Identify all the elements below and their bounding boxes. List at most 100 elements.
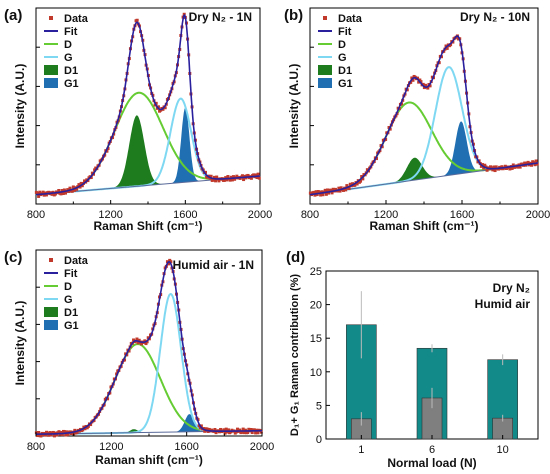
peak-d-line xyxy=(309,101,539,196)
y-axis-label: Intensity (A.U.) xyxy=(13,301,27,386)
data-point xyxy=(491,168,495,172)
data-point xyxy=(223,178,227,182)
data-point xyxy=(329,188,333,192)
data-point xyxy=(82,425,86,429)
data-point xyxy=(243,174,247,178)
data-point xyxy=(242,431,246,435)
data-point xyxy=(530,163,534,167)
data-point xyxy=(135,337,139,341)
data-point xyxy=(318,190,321,194)
data-point xyxy=(422,86,426,90)
legend-humid: Humid air xyxy=(475,297,531,311)
x-tick-label: 1200 xyxy=(374,209,398,221)
data-point xyxy=(257,176,261,180)
legend-swatch-d1 xyxy=(318,65,332,75)
data-point xyxy=(89,176,93,180)
legend-label: Data xyxy=(338,13,363,25)
spectrum-curves xyxy=(34,258,263,438)
legend-swatch-g1 xyxy=(44,320,58,330)
data-point xyxy=(62,188,66,192)
data-point xyxy=(165,260,169,264)
y-tick-label: 25 xyxy=(310,266,322,278)
data-point xyxy=(428,84,432,88)
y-axis-label: Intensity (A.U.) xyxy=(287,64,301,149)
data-point xyxy=(511,163,515,167)
panel-letter: (d) xyxy=(286,249,305,266)
axis-ticks: 1 6 10 0 5 10 15 20 25 xyxy=(310,266,509,456)
panel-letter: (b) xyxy=(284,7,303,24)
y-tick-label: 20 xyxy=(310,300,322,312)
data-point xyxy=(338,189,342,193)
legend-label: D1 xyxy=(338,65,352,77)
data-point xyxy=(490,166,494,170)
x-axis-label: Raman Shift (cm⁻¹) xyxy=(369,219,478,233)
data-point xyxy=(199,424,203,428)
data-point xyxy=(503,164,507,168)
x-tick-label: 2000 xyxy=(526,209,550,221)
data-point xyxy=(351,182,355,186)
legend-swatch-g1 xyxy=(44,78,58,88)
data-point xyxy=(57,430,61,434)
legend-label: Fit xyxy=(64,26,78,38)
data-point xyxy=(348,182,352,186)
legend-swatch-d1 xyxy=(44,307,58,317)
data-point xyxy=(330,191,334,195)
x-tick-label: 1200 xyxy=(98,209,122,221)
data-point xyxy=(224,427,228,431)
x-ticks: 800 1200 1600 2000 xyxy=(27,286,274,453)
data-point xyxy=(66,433,70,437)
peak-d1-fill xyxy=(310,157,538,195)
data-point xyxy=(222,428,226,432)
data-point xyxy=(39,434,43,438)
data-point xyxy=(43,433,47,437)
data-point xyxy=(493,169,497,173)
data-point xyxy=(479,164,483,168)
x-tick-label: 1600 xyxy=(450,209,474,221)
data-point xyxy=(60,433,64,437)
data-point xyxy=(229,175,233,179)
peak-d-line xyxy=(36,343,262,436)
data-point xyxy=(86,424,90,428)
data-point xyxy=(42,193,46,197)
panel-b: (b) 800 1200 1600 2000 Raman Shift (cm⁻¹) I… xyxy=(284,7,550,233)
spectrum-curves xyxy=(308,34,539,197)
data-point xyxy=(231,175,235,179)
data-point xyxy=(75,430,79,434)
data-point xyxy=(235,174,239,178)
data-point xyxy=(224,176,228,180)
x-axis-label: Raman shift (cm⁻¹) xyxy=(95,453,203,467)
data-point xyxy=(233,177,237,181)
data-point xyxy=(417,80,421,84)
legend-label: G1 xyxy=(64,320,79,332)
y-tick-label: 10 xyxy=(310,367,322,379)
data-point xyxy=(320,190,324,194)
data-point xyxy=(38,190,42,194)
data-point xyxy=(255,176,259,180)
data-point xyxy=(206,429,210,433)
data-point xyxy=(331,187,335,191)
data-point xyxy=(492,165,496,169)
legend-swatch-data xyxy=(49,16,53,20)
x-tick-label: 2000 xyxy=(248,209,272,221)
legend-label: D1 xyxy=(64,65,78,77)
data-point xyxy=(61,192,65,196)
data-point xyxy=(411,78,415,82)
data-point xyxy=(439,55,443,59)
panel-title: Dry N₂ - 10N xyxy=(460,10,530,24)
data-point xyxy=(43,191,47,195)
legend-label: Fit xyxy=(64,268,78,280)
fit-line xyxy=(36,260,262,435)
data-point xyxy=(59,430,63,434)
data-point xyxy=(137,338,141,342)
data-point xyxy=(252,173,256,177)
data-point xyxy=(347,187,351,191)
data-point xyxy=(57,189,61,193)
x-tick-label: 1 xyxy=(358,444,364,456)
data-point xyxy=(230,178,234,182)
data-point xyxy=(167,262,171,266)
data-point xyxy=(242,178,246,182)
data-point xyxy=(252,428,256,432)
data-point xyxy=(419,80,423,84)
data-point xyxy=(319,193,323,197)
